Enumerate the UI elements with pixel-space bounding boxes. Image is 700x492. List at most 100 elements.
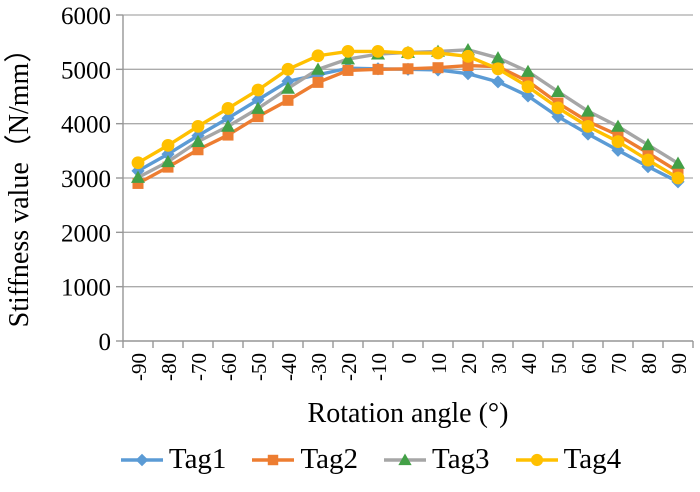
triangle-marker-icon — [341, 52, 355, 65]
x-tick-label: -40 — [277, 353, 301, 381]
square-marker-icon — [672, 165, 684, 177]
y-tick-label: 0 — [99, 329, 112, 356]
y-tick-label: 3000 — [61, 166, 111, 193]
diamond-marker-icon — [521, 89, 535, 103]
x-tick-label: -90 — [127, 353, 151, 381]
legend-item-tag4: Tag4 — [514, 443, 622, 475]
square-marker-icon — [312, 76, 324, 88]
triangle-marker-icon — [221, 119, 235, 132]
legend-label-tag3: Tag3 — [432, 443, 490, 475]
circle-marker-icon — [131, 156, 145, 170]
square-marker-icon — [282, 94, 294, 106]
diamond-marker-icon — [221, 111, 235, 125]
triangle-marker-icon — [281, 81, 295, 94]
legend: Tag1 Tag2 Tag3 Tag4 — [0, 445, 700, 474]
diamond-marker-icon — [251, 93, 265, 107]
diamond-marker-icon — [491, 75, 505, 89]
circle-marker-icon — [671, 171, 685, 185]
square-marker-icon — [402, 63, 414, 75]
square-marker-icon — [342, 64, 354, 76]
x-axis-title: Rotation angle (°) — [307, 398, 509, 429]
legend-item-tag1: Tag1 — [119, 443, 227, 475]
series-Tag4 — [131, 45, 685, 185]
x-tick-label: 0 — [397, 353, 421, 364]
circle-marker-icon — [530, 453, 543, 466]
x-tick-label: -80 — [157, 353, 181, 381]
triangle-marker-icon — [551, 84, 565, 98]
y-tick-label: 1000 — [61, 275, 111, 302]
x-tick-label: 60 — [577, 353, 601, 374]
triangle-marker-icon — [521, 64, 535, 77]
y-axis-title: Stiffness value（N/mm） — [4, 34, 35, 328]
x-tick-label: 30 — [487, 353, 511, 374]
x-tick-label: 40 — [517, 353, 541, 374]
circle-marker-icon — [221, 102, 235, 115]
x-tick-label: 10 — [427, 353, 451, 374]
circle-marker-icon — [431, 46, 445, 60]
square-marker-icon — [222, 129, 234, 141]
triangle-marker-icon — [191, 134, 205, 147]
circle-marker-icon — [641, 153, 655, 167]
triangle-marker-icon — [491, 51, 505, 64]
triangle-marker-icon — [641, 138, 655, 151]
y-tick-label: 5000 — [61, 57, 111, 84]
y-tick-label: 6000 — [61, 3, 111, 30]
square-marker-icon — [462, 60, 474, 72]
square-marker-icon — [612, 129, 624, 141]
x-tick-label: 50 — [547, 353, 571, 374]
circle-marker-icon — [191, 119, 205, 133]
x-tick-label: -10 — [367, 353, 391, 381]
legend-item-tag3: Tag3 — [382, 445, 490, 474]
diamond-marker-icon — [551, 110, 565, 124]
circle-marker-icon — [611, 135, 625, 148]
triangle-marker-icon — [131, 170, 145, 183]
circle-marker-icon — [461, 49, 475, 63]
legend-label-tag1: Tag1 — [168, 443, 227, 475]
legend-key-icon — [384, 453, 426, 465]
x-tick-label: -70 — [187, 353, 211, 381]
square-marker-icon — [132, 177, 144, 189]
diamond-marker-icon — [135, 453, 149, 466]
y-tick-label: 2000 — [61, 220, 111, 247]
square-marker-icon — [432, 62, 444, 74]
x-tick-label: -20 — [337, 353, 361, 381]
square-marker-icon — [252, 111, 264, 123]
square-marker-icon — [192, 144, 204, 156]
x-tick-label: 70 — [607, 353, 631, 374]
circle-marker-icon — [161, 139, 175, 152]
triangle-marker-icon — [671, 156, 685, 169]
circle-marker-icon — [521, 80, 535, 94]
x-tick-label: 90 — [667, 353, 691, 374]
circle-marker-icon — [491, 62, 505, 76]
x-tick-label: 80 — [637, 353, 661, 374]
triangle-marker-icon — [311, 62, 325, 75]
square-marker-icon — [642, 147, 654, 159]
circle-marker-icon — [371, 45, 385, 58]
circle-marker-icon — [581, 119, 595, 133]
square-marker-icon — [162, 161, 174, 173]
legend-key-icon — [252, 454, 295, 465]
triangle-marker-icon — [161, 154, 175, 168]
circle-marker-icon — [251, 83, 265, 97]
triangle-marker-icon — [611, 119, 625, 132]
x-tick-label: -30 — [307, 353, 331, 381]
x-tick-label: -60 — [217, 353, 241, 381]
square-marker-icon — [372, 63, 384, 75]
legend-key-icon — [515, 453, 558, 466]
legend-label-tag4: Tag4 — [563, 443, 622, 475]
x-tick-label: 20 — [457, 353, 481, 374]
y-tick-label: 4000 — [61, 112, 111, 139]
triangle-marker-icon — [398, 453, 412, 465]
circle-marker-icon — [401, 46, 415, 60]
triangle-marker-icon — [251, 101, 265, 114]
legend-key-icon — [120, 453, 163, 466]
series-Tag1 — [131, 61, 685, 189]
x-tick-label: -50 — [247, 353, 271, 381]
circle-marker-icon — [551, 101, 565, 115]
circle-marker-icon — [311, 49, 325, 63]
legend-item-tag2: Tag2 — [250, 445, 358, 474]
triangle-marker-icon — [581, 104, 595, 117]
square-marker-icon — [268, 454, 279, 465]
